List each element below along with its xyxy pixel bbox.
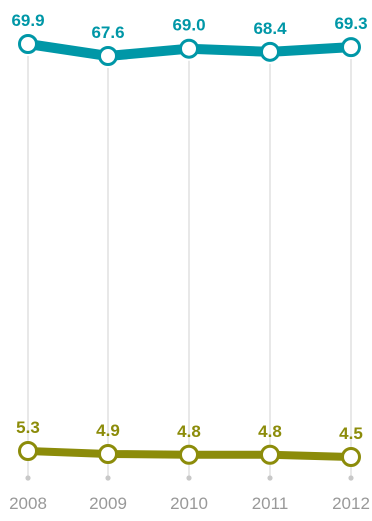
series-2-point-2008 <box>18 441 38 461</box>
series-2-point-2010 <box>179 444 199 465</box>
x-tick-label-2012: 2012 <box>332 494 370 513</box>
x-axis-ticks: 2008 2009 2010 2011 2012 <box>9 494 370 513</box>
series-2-point-2012 <box>341 447 361 467</box>
series-1-point-2010 <box>179 38 199 59</box>
axis-dot-2008 <box>25 475 31 481</box>
series-1-value-label-2011: 68.4 <box>253 19 287 38</box>
series-1-value-label-2010: 69.0 <box>172 16 205 35</box>
series-1-point-2008 <box>18 34 38 54</box>
value-labels: 69.9 67.6 69.0 68.4 69.3 5.3 4.9 4.8 4.8 4.5 <box>11 11 367 443</box>
series-2-value-label-2009: 4.9 <box>96 421 120 440</box>
series-1-value-label-2009: 67.6 <box>91 23 124 42</box>
x-tick-label-2009: 2009 <box>89 494 127 513</box>
series-2-value-label-2010: 4.8 <box>177 422 201 441</box>
axis-dot-2009 <box>105 475 111 481</box>
x-tick-label-2008: 2008 <box>9 494 47 513</box>
series-2-value-label-2011: 4.8 <box>258 422 282 441</box>
series-1-point-2012 <box>341 37 361 58</box>
series-1-value-label-2008: 69.9 <box>11 11 44 30</box>
series-2-point-2009 <box>98 444 118 464</box>
axis-dot-2011 <box>267 475 273 481</box>
series-1-point-2009 <box>98 46 118 66</box>
series-points <box>18 34 361 467</box>
series-2-value-label-2008: 5.3 <box>16 418 40 437</box>
axis-dot-2010 <box>186 475 192 481</box>
x-tick-label-2010: 2010 <box>170 494 208 513</box>
series-2-point-2011 <box>260 444 280 465</box>
x-tick-label-2011: 2011 <box>252 494 289 513</box>
axis-dot-2012 <box>348 475 354 481</box>
series-2-value-label-2012: 4.5 <box>339 424 363 443</box>
gridlines <box>25 56 354 481</box>
series-1-value-label-2012: 69.3 <box>334 14 367 33</box>
series-1-point-2011 <box>260 41 280 62</box>
